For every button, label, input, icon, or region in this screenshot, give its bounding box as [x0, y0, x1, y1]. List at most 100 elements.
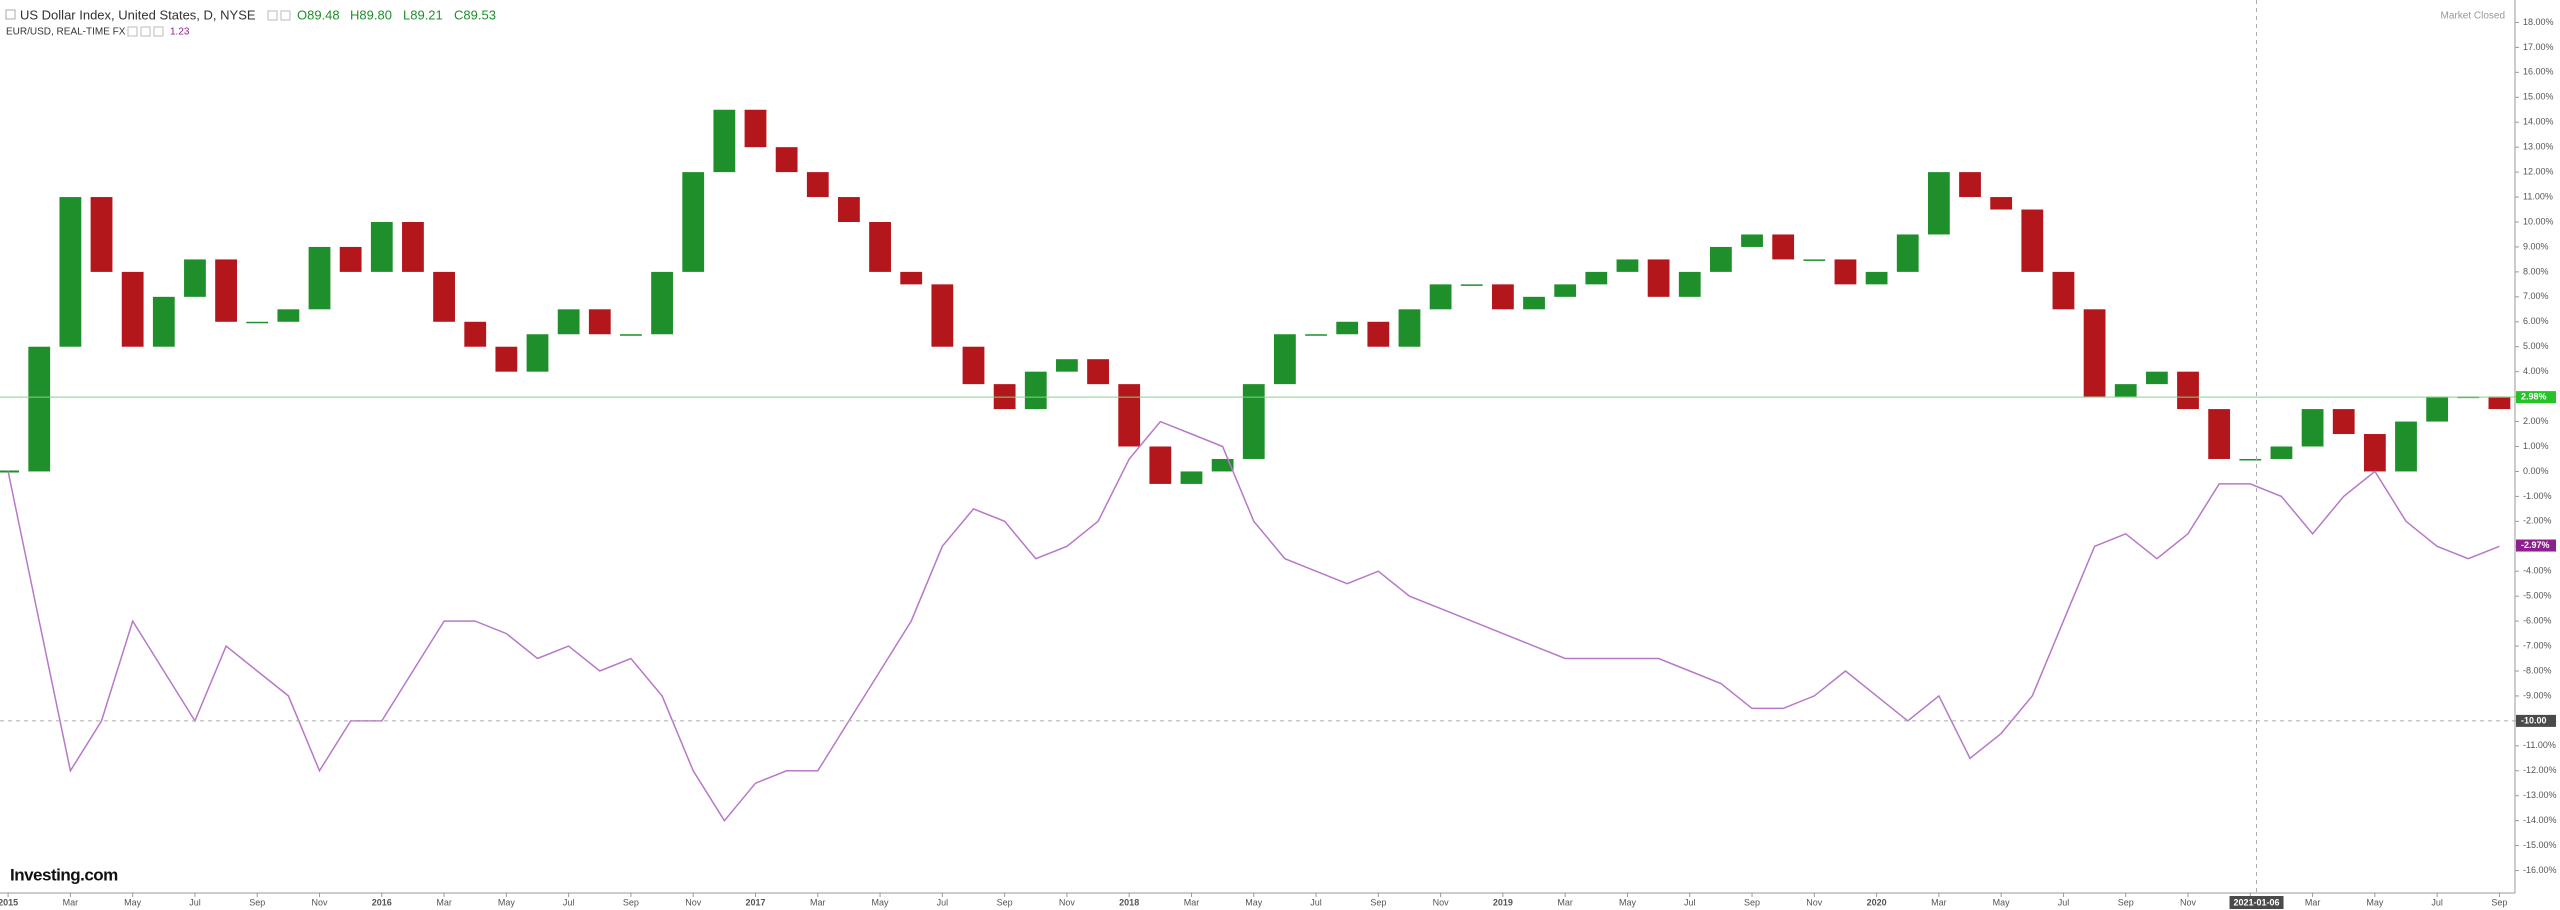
x-tick-label: 2018	[1119, 897, 1139, 907]
candle	[526, 334, 549, 372]
candle	[1274, 334, 1296, 385]
candle	[2270, 446, 2293, 459]
x-tick-label: Mar	[1557, 897, 1573, 907]
y-tick-label: 16.00%	[2523, 67, 2554, 77]
x-tick-label: Mar	[2305, 897, 2321, 907]
candle	[651, 271, 673, 335]
y-tick-label: -7.00%	[2523, 640, 2552, 650]
candle	[1709, 246, 1732, 272]
candle	[1865, 271, 1888, 285]
y-tick-label: -1.00%	[2523, 491, 2552, 501]
y-tick-label: 12.00%	[2523, 166, 2554, 176]
candle	[1398, 309, 1421, 347]
x-tick-label: Mar	[1931, 897, 1947, 907]
candle	[215, 259, 237, 322]
candle	[1523, 296, 1545, 310]
candle	[2145, 371, 2168, 385]
candle	[620, 334, 642, 336]
candle	[184, 259, 206, 297]
candle	[308, 246, 331, 310]
x-tick-label: 2020	[1867, 897, 1887, 907]
x-tick-label: Jul	[2431, 897, 2443, 907]
candle	[495, 346, 518, 372]
x-tick-label: Sep	[249, 897, 265, 907]
y-tick-label: -13.00%	[2523, 790, 2557, 800]
y-tick-label: 2.00%	[2523, 416, 2549, 426]
x-tick-label: Nov	[1806, 897, 1823, 907]
candle	[1896, 234, 1919, 272]
compare-icon[interactable]	[140, 26, 151, 37]
y-tick-label: 6.00%	[2523, 316, 2549, 326]
candle	[59, 197, 82, 347]
candle	[1491, 284, 1514, 310]
y-tick-label: 0.00%	[2523, 466, 2549, 476]
x-tick-label: Nov	[1433, 897, 1450, 907]
candle	[1834, 259, 1857, 285]
x-tick-label: Mar	[436, 897, 452, 907]
candle	[1959, 172, 1981, 198]
ohlc-close: C89.53	[454, 7, 496, 22]
candle	[744, 109, 767, 148]
candle	[1927, 172, 1950, 235]
x-tick-label: Sep	[997, 897, 1013, 907]
last-value-label: 2.98%	[2521, 391, 2547, 401]
candle	[370, 222, 393, 272]
last-value-badge	[2516, 391, 2556, 404]
crosshair-x-label: 2021-01-06	[2234, 897, 2280, 907]
candle	[713, 109, 736, 173]
candle	[1118, 384, 1141, 447]
candle	[1460, 284, 1483, 286]
candle	[90, 197, 113, 272]
x-tick-label: 2017	[745, 897, 765, 907]
y-tick-label: -11.00%	[2523, 740, 2556, 750]
candle	[2395, 421, 2417, 472]
symbol-title: US Dollar Index, United States, D, NYSE	[20, 7, 256, 22]
x-tick-label: 2019	[1493, 897, 1513, 907]
candle	[1803, 259, 1826, 261]
candle	[900, 271, 923, 285]
compare-value: 1.23	[170, 27, 190, 38]
y-tick-label: -8.00%	[2523, 665, 2552, 675]
y-tick-label: 13.00%	[2523, 142, 2554, 152]
collapse-icon[interactable]	[5, 9, 16, 20]
candle	[2363, 434, 2386, 472]
candle	[588, 309, 611, 335]
y-tick-label: -14.00%	[2523, 815, 2557, 825]
x-tick-label: May	[1619, 897, 1637, 907]
x-tick-label: Sep	[623, 897, 639, 907]
y-tick-label: 15.00%	[2523, 92, 2554, 102]
candle	[1616, 259, 1639, 272]
y-tick-label: 11.00%	[2523, 191, 2553, 201]
crosshair-x-badge	[2229, 896, 2284, 909]
x-tick-label: Nov	[2180, 897, 2197, 907]
candle	[2114, 384, 2137, 397]
x-tick-label: May	[498, 897, 516, 907]
x-tick-label: Sep	[1370, 897, 1386, 907]
x-tick-label: Jul	[1310, 897, 1322, 907]
x-tick-label: Sep	[2118, 897, 2134, 907]
x-tick-label: Jul	[937, 897, 949, 907]
candle	[433, 271, 455, 322]
candle	[1990, 197, 2013, 210]
close-icon[interactable]	[280, 10, 291, 21]
candle	[2332, 409, 2355, 435]
compare-icon[interactable]	[153, 26, 164, 37]
candle	[2052, 271, 2075, 310]
y-tick-label: 7.00%	[2523, 291, 2549, 301]
last-value-badge	[2516, 539, 2556, 552]
x-tick-label: May	[872, 897, 890, 907]
x-tick-label: Mar	[63, 897, 79, 907]
y-tick-label: -9.00%	[2523, 690, 2552, 700]
y-tick-label: 9.00%	[2523, 241, 2549, 251]
candle	[1149, 446, 1172, 484]
y-tick-label: 5.00%	[2523, 341, 2549, 351]
compare-icon[interactable]	[127, 26, 138, 37]
candle	[1211, 458, 1234, 472]
settings-icon[interactable]	[267, 10, 278, 21]
candle	[2301, 409, 2324, 447]
logo: Investing.com	[10, 865, 118, 884]
candle	[1585, 271, 1608, 285]
candle	[246, 321, 269, 324]
